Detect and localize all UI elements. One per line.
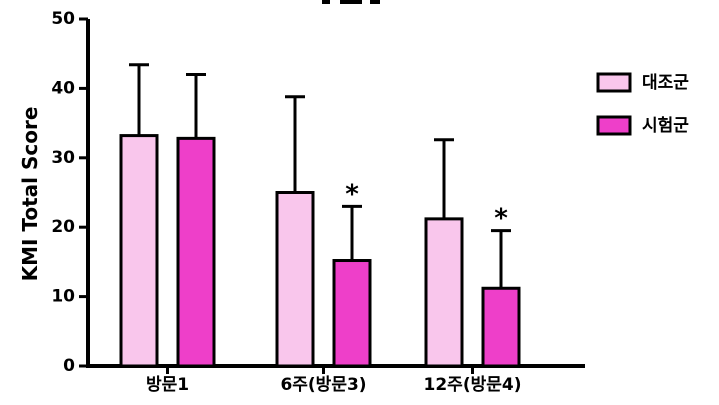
plot-area: 0 10 20 30 40 50 방문1 6주(방문3) 12주(방문4) * * [51, 9, 585, 395]
legend-label: 시험군 [642, 115, 689, 136]
bar-test-1 [332, 259, 372, 368]
legend-swatch [596, 72, 632, 93]
bar-test-2 [481, 286, 521, 368]
y-tick-label: 50 [51, 9, 75, 29]
significance-star: * [345, 179, 359, 209]
y-axis-title: KMI Total Score [18, 107, 42, 282]
y-tick-label: 10 [51, 287, 75, 307]
y-tick-label: 40 [51, 78, 75, 98]
x-category-label: 6주(방문3) [280, 375, 366, 395]
y-tick-label: 30 [51, 148, 75, 168]
significance-star: * [494, 204, 508, 234]
bar-control-0 [119, 134, 159, 368]
cropped-title-fragment [322, 0, 380, 4]
bar-control-2 [424, 217, 464, 368]
y-tick-label: 20 [51, 217, 75, 237]
legend-swatch [596, 115, 632, 136]
bar-test-0 [176, 136, 216, 368]
legend-label: 대조군 [642, 73, 689, 93]
y-tick-label: 0 [63, 356, 75, 376]
bar-control-1 [275, 191, 315, 368]
x-category-label: 방문1 [146, 375, 189, 395]
x-category-label: 12주(방문4) [424, 375, 522, 395]
